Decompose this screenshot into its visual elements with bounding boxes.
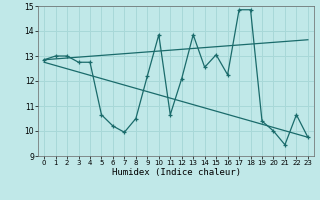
X-axis label: Humidex (Indice chaleur): Humidex (Indice chaleur) [111,168,241,177]
